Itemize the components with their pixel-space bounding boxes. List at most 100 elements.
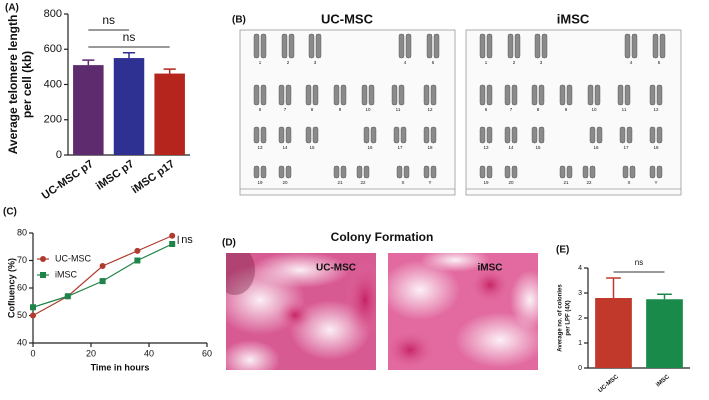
annotation: ns [181,234,193,246]
panel-label: (B) [232,15,246,26]
chromosome [363,126,370,144]
chromosome-label: Y [428,180,431,185]
annotation: ns [635,258,643,267]
chromosome-label: 9 [565,107,568,112]
chromosome [538,84,545,106]
bar [113,58,145,155]
chromosome-label: 22 [360,180,366,185]
point [99,278,106,285]
chromosome [278,165,285,179]
chromosome [340,165,347,179]
y-tick-label: 800 [44,8,62,20]
annotation: ns [123,30,136,44]
chromosome [504,126,511,144]
chromosome-label: 9 [339,107,342,112]
chromosome [531,84,538,106]
chromosome-label: 16 [367,145,373,150]
bar [73,65,104,155]
point [134,257,141,264]
chromosome [278,84,285,106]
axis [32,233,207,344]
point [30,312,36,319]
chromosome [649,126,656,144]
chromosome [405,33,412,59]
series-line [32,243,173,308]
chromosome-label: 20 [282,180,288,185]
chromosome [511,126,518,144]
chromosome [582,165,589,179]
chromosome [531,126,538,144]
x-tick-label: UC-MSC [598,374,621,394]
chromosome [426,33,433,59]
error-bar [122,52,136,59]
chromosome [333,165,340,179]
chromosome [368,84,375,106]
y-tick-label: 0 [56,149,62,161]
colony-panel-label: UC-MSC [316,263,356,274]
chromosome [253,33,260,59]
y-tick-label: 50 [17,310,27,320]
x-tick-label: iMSC p17 [130,158,177,196]
chromosome [656,165,663,179]
point [169,232,176,239]
legend-marker [40,256,46,262]
chromosome [622,165,629,179]
chromosome-label: 6 [259,107,262,112]
chromosome [393,126,400,144]
chromosome [403,165,410,179]
chromosome-label: X [627,180,630,185]
chromosome [423,165,430,179]
chromosome [656,126,663,144]
chromosome-label: 8 [537,107,540,112]
chromosome-label: 6 [485,107,488,112]
y-tick-label: 60 [17,282,27,292]
chromosome [305,84,312,106]
colony-panel-label: iMSC [478,263,503,274]
y-tick-label: 70 [17,255,27,265]
chromosome-label: 20 [508,180,514,185]
chromosome-label: 7 [284,107,287,112]
chromosome [398,84,405,106]
colony-image [388,253,538,370]
chromosome [479,126,486,144]
chromosome [617,84,624,106]
y-tick-label: 40 [17,337,27,347]
chromosome [629,165,636,179]
chromosome [649,165,656,179]
chromosome [507,33,514,59]
panel-label: (C) [3,207,17,218]
chromosome [370,126,377,144]
y-tick-label: 1 [578,340,582,347]
karyotype-frame [239,29,456,196]
chromosome [486,126,493,144]
chromosome-label: 4 [630,60,633,65]
chromosome [587,84,594,106]
chromosome [566,84,573,106]
chromosome [430,165,437,179]
chromosome [260,33,267,59]
annotation: ns [102,13,115,27]
chromosome-label: 11 [396,107,401,112]
chromosome-label: 22 [586,180,592,185]
chromosome [479,165,486,179]
chromosome [260,84,267,106]
chromosome [479,33,486,59]
y-axis-label: Average telomere length [6,15,20,155]
chromosome-label: 3 [314,60,317,65]
chromosome [649,84,656,106]
chromosome [260,165,267,179]
chromosome [333,84,340,106]
chromosome [596,126,603,144]
chromosome [511,165,518,179]
chromosome-label: 3 [540,60,543,65]
x-tick-label: 60 [202,348,212,358]
point [30,304,36,311]
chromosome-label: 14 [508,145,514,150]
chromosome [430,84,437,106]
chromosome [253,84,260,106]
chromosome-label: 16 [593,145,599,150]
bar [154,73,185,155]
y-tick-label: 0 [578,365,582,372]
chromosome [253,165,260,179]
y-tick-label: 3 [578,290,582,297]
